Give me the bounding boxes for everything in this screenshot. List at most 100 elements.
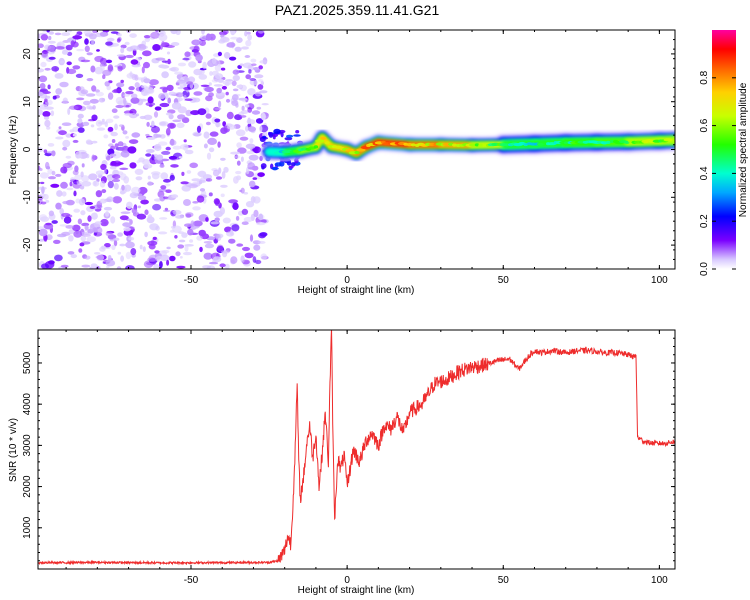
noise-cell [68,105,79,110]
noise-cell [38,226,45,230]
noise-cell [58,130,67,136]
transition-cell [286,161,292,166]
noise-cell [231,224,240,232]
noise-cell [203,143,208,149]
noise-cell [208,82,212,86]
transition-cell [284,137,293,141]
noise-cell [77,118,83,124]
noise-cell [184,98,193,101]
noise-cell [55,46,65,50]
ridge-core [320,136,327,140]
noise-cell [218,167,222,174]
spectrogram-ticks: -50 0 50 100 -20 -10 0 10 20 [22,29,675,286]
noise-cell [72,139,79,143]
noise-cell [216,234,222,241]
noise-cell [247,88,256,96]
noise-cell [252,256,257,263]
noise-cell [161,150,171,155]
noise-cell [100,65,105,72]
noise-cell [48,35,52,41]
noise-cell [161,41,165,47]
noise-cell [129,192,138,199]
noise-cell [197,108,207,116]
noise-cell [85,93,96,97]
noise-cell [129,162,137,169]
noise-cell [85,139,92,145]
noise-cell [220,157,226,161]
snr-frame [37,329,676,570]
noise-cell [54,32,62,36]
x-tick-label: 0 [344,275,350,286]
noise-cell [38,108,44,116]
x-tick-label: 50 [498,275,510,286]
noise-cell [178,239,186,243]
transition-cell [291,162,296,167]
noise-cell [159,217,168,220]
noise-cell [148,104,153,108]
noise-cell [167,97,171,104]
noise-cell [241,105,245,111]
noise-cell [197,171,206,177]
noise-cell [39,214,47,221]
noise-cell [103,206,113,211]
ridge-core [536,142,545,146]
noise-cell [84,201,93,206]
noise-cell [112,160,122,167]
noise-cell [224,263,230,269]
noise-cell [42,111,51,117]
noise-cell [73,190,77,197]
noise-cell [38,228,48,237]
noise-cell [208,147,215,153]
noise-cell [232,69,240,75]
noise-cell [214,217,220,222]
noise-cell [119,243,126,247]
transition-cell [280,131,284,138]
noise-cell [207,137,218,145]
noise-cell [68,229,75,235]
noise-cell [61,32,71,36]
noise-cell [166,259,170,266]
noise-cell [94,252,101,255]
noise-cell [221,250,230,254]
noise-cell [79,242,85,247]
noise-cell [215,176,223,180]
noise-cell [245,143,256,150]
noise-cell [216,87,222,94]
noise-cell [169,174,175,181]
noise-cell [253,67,260,71]
noise-cell [206,152,212,160]
noise-cell [117,232,123,237]
noise-cell [183,199,191,206]
ridge-core [411,143,416,147]
noise-cell [110,216,116,224]
noise-cell [86,78,94,82]
noise-cell [66,30,72,33]
noise-cell [241,208,249,215]
noise-cell [73,208,80,213]
noise-cell [38,33,41,40]
colorbar-tick-label: 0.2 [699,214,710,228]
noise-cell [213,198,220,205]
noise-cell [234,155,240,159]
noise-cell [171,194,179,199]
noise-cell [90,65,96,73]
noise-cell [100,218,109,227]
x-tick-label: 50 [498,575,510,586]
noise-cell [112,196,122,204]
noise-cell [140,199,149,205]
noise-cell [203,131,210,139]
noise-cell [47,84,51,90]
noise-cell [106,155,111,161]
noise-cell [158,141,168,146]
noise-cell [125,91,134,95]
noise-cell [143,35,151,39]
noise-cell [65,44,73,51]
noise-cell [205,121,211,126]
noise-cell [94,55,104,63]
noise-cell [224,226,233,233]
noise-cell [125,54,134,59]
noise-cell [90,212,98,220]
noise-cell [79,185,85,190]
noise-cell [43,116,50,120]
noise-cell [38,165,41,171]
